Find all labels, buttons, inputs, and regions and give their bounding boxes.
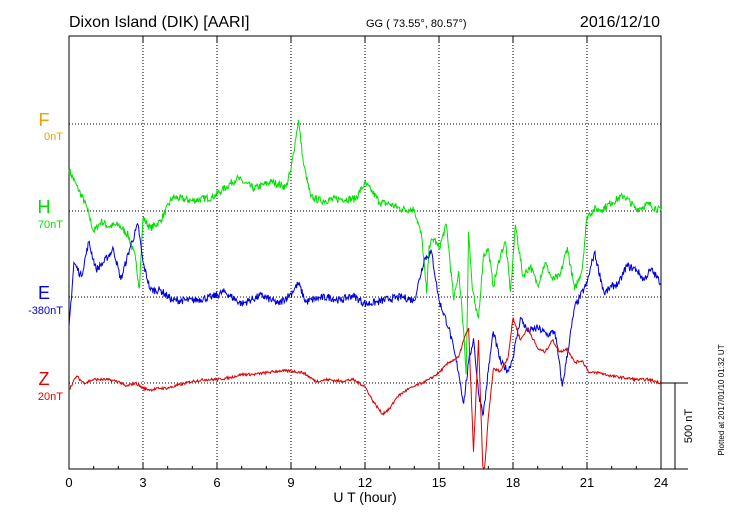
x-tick-label-9: 9 <box>287 475 294 490</box>
geographic-coordinates: GG ( 73.55°, 80.57°) <box>366 18 467 30</box>
component-labels: F 0nT H 70nT E -380nT Z 20nT <box>28 110 63 403</box>
x-tick-label-18: 18 <box>506 475 520 490</box>
label-z: Z <box>39 369 50 389</box>
trace-e <box>68 222 662 417</box>
x-tick-label-3: 3 <box>139 475 146 490</box>
x-tick-label-0: 0 <box>65 475 72 490</box>
trace-h <box>68 119 662 375</box>
plotted-at-note: Plotted at 2017/01/10 01:32 UT <box>717 344 726 455</box>
scale-bar: 500 nT <box>661 382 695 470</box>
scale-bar-label: 500 nT <box>683 409 695 444</box>
label-e: E <box>38 283 50 303</box>
grid <box>69 36 661 469</box>
label-h: H <box>38 197 51 217</box>
x-tick-label-21: 21 <box>580 475 594 490</box>
label-z-baseline: 20nT <box>38 391 63 403</box>
x-axis-label: U T (hour) <box>333 489 396 505</box>
label-f: F <box>39 110 50 130</box>
station-title: Dixon Island (DIK) [AARI] <box>69 14 250 31</box>
x-axis: 0 3 6 9 12 15 18 21 24 <box>65 36 668 490</box>
x-tick-label-6: 6 <box>213 475 220 490</box>
x-tick-label-12: 12 <box>358 475 372 490</box>
x-tick-label-24: 24 <box>654 475 668 490</box>
x-tick-label-15: 15 <box>432 475 446 490</box>
trace-z <box>68 317 662 469</box>
label-f-baseline: 0nT <box>44 131 63 143</box>
label-e-baseline: -380nT <box>28 305 63 317</box>
label-h-baseline: 70nT <box>38 219 63 231</box>
plot-date: 2016/12/10 <box>580 14 660 31</box>
traces <box>68 119 662 469</box>
